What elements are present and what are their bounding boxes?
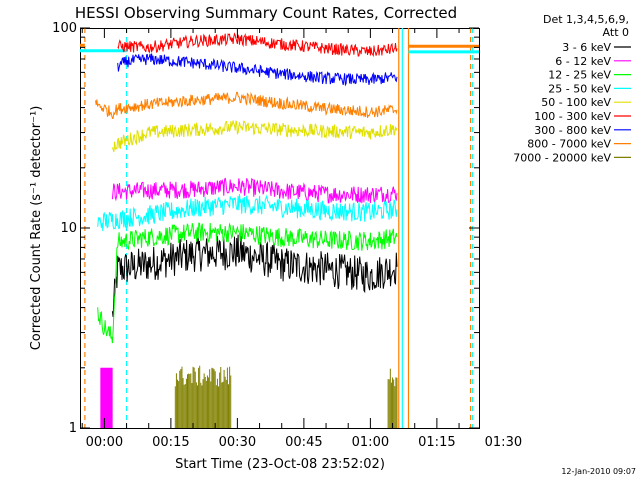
legend-header: Att 0 xyxy=(603,26,629,39)
y-tick-label: 1 xyxy=(69,421,77,436)
legend-entry-label: 12 - 25 keV xyxy=(548,69,611,82)
x-tick-label: 00:30 xyxy=(219,435,256,450)
series-line-25-50-kev xyxy=(97,194,398,232)
plot-decorations xyxy=(80,28,479,428)
chart-title: HESSI Observing Summary Count Rates, Cor… xyxy=(75,4,457,22)
x-axis: 00:00 00:15 00:30 00:45 01:00 01:15 01:30 xyxy=(81,28,522,450)
x-tick-label: 00:45 xyxy=(285,435,322,450)
legend-entry-label: 7000 - 20000 keV xyxy=(513,151,611,164)
plot-frame xyxy=(80,28,480,429)
x-tick-label: 00:00 xyxy=(86,435,123,450)
series-line-12-25-kev xyxy=(97,222,398,344)
y-axis-label: Corrected Count Rate (s⁻¹ detector⁻¹) xyxy=(29,106,44,351)
y-tick-label: 100 xyxy=(52,21,77,36)
legend-entry-label: 800 - 7000 keV xyxy=(527,138,611,151)
series-line-6-12-kev xyxy=(111,177,398,205)
x-tick-label: 01:00 xyxy=(352,435,389,450)
legend-entry-label: 300 - 800 keV xyxy=(534,124,611,137)
y-tick-label: 10 xyxy=(60,221,77,236)
series-line-3-6-kev xyxy=(111,234,398,318)
legend-entry-label: 50 - 100 keV xyxy=(541,96,611,109)
series-traces xyxy=(95,32,398,428)
legend-header: Det 1,3,4,5,6,9, xyxy=(543,13,629,26)
legend-entry-label: 6 - 12 keV xyxy=(555,55,611,68)
y-axis: 1 10 100 xyxy=(52,21,479,436)
series-line-50-100-kev xyxy=(111,119,398,153)
legend-entry-label: 25 - 50 keV xyxy=(548,82,611,95)
timestamp: 12-Jan-2010 09:07 xyxy=(561,467,636,476)
series-line-300-800-kev xyxy=(117,53,398,87)
series-line-800-7000-kev xyxy=(95,91,398,119)
legend-entry-label: 3 - 6 keV xyxy=(562,41,611,54)
series-line-100-300-kev xyxy=(117,32,398,58)
x-axis-label: Start Time (23-Oct-08 23:52:02) xyxy=(175,457,385,472)
x-tick-label: 00:15 xyxy=(152,435,189,450)
x-tick-label: 01:30 xyxy=(485,435,522,450)
x-tick-label: 01:15 xyxy=(418,435,455,450)
legend-entry-label: 100 - 300 keV xyxy=(534,110,611,123)
